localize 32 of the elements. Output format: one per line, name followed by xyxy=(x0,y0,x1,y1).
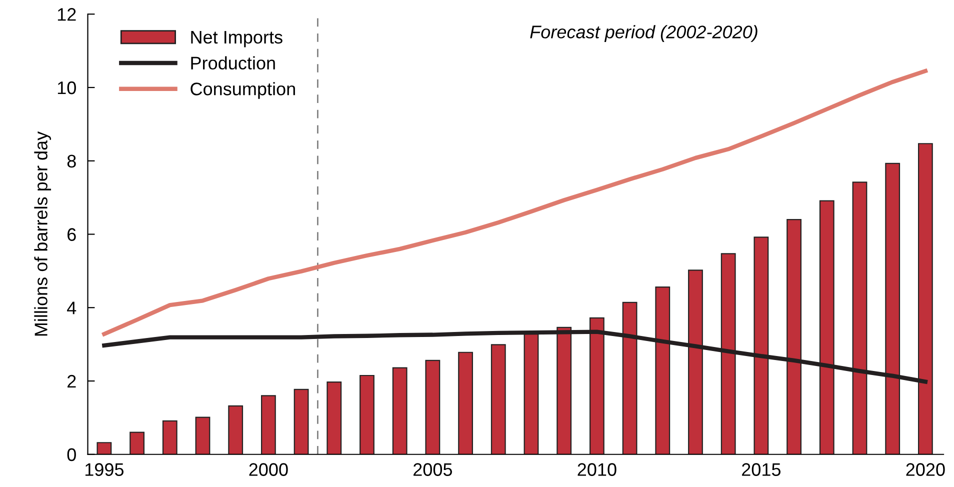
y-tick-label: 10 xyxy=(58,81,76,94)
bar xyxy=(360,374,374,454)
bar xyxy=(130,432,144,454)
legend-label: Net Imports xyxy=(191,31,282,48)
y-tick-label: 8 xyxy=(67,154,76,168)
line-series xyxy=(102,68,928,336)
x-tick-label: 2020 xyxy=(906,463,945,476)
annotation: Forecast period (2002-2020) xyxy=(530,25,758,42)
bar xyxy=(228,405,244,454)
x-tick-label: 1995 xyxy=(85,463,124,476)
y-tick-label: 4 xyxy=(67,302,76,314)
legend-label: Consumption xyxy=(190,82,295,99)
bar xyxy=(260,395,276,454)
y-tick-label: 2 xyxy=(68,374,76,388)
x-tick-label: 2010 xyxy=(578,463,616,476)
bar xyxy=(96,442,112,454)
bar xyxy=(326,382,342,454)
x-tick-label: 2015 xyxy=(742,463,781,476)
y-tick-label: 6 xyxy=(68,228,76,241)
bar xyxy=(294,388,309,454)
y-tick-label: 12 xyxy=(58,8,76,21)
bar xyxy=(490,344,506,454)
bar xyxy=(195,416,210,454)
bar xyxy=(162,420,178,454)
y-axis-title: Millions of barrels per day xyxy=(34,131,52,336)
y-tick-label: 0 xyxy=(67,448,76,462)
bar xyxy=(458,352,473,454)
bar xyxy=(392,367,408,454)
legend-label: Production xyxy=(191,56,275,70)
x-tick-label: 2005 xyxy=(414,463,452,476)
x-tick-label: 2000 xyxy=(249,463,288,476)
bar xyxy=(425,360,440,454)
